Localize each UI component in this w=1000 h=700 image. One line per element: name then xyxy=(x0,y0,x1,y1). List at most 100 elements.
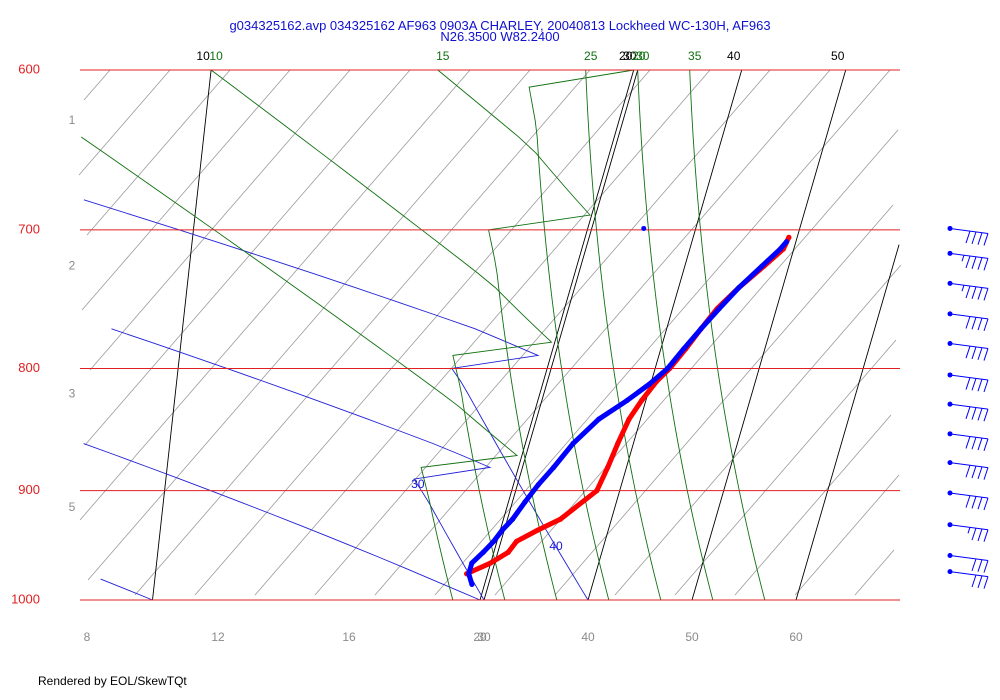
wind-barb-feather xyxy=(983,348,989,361)
wind-barb-feather xyxy=(983,409,989,422)
dewpoint-trace-point xyxy=(698,326,704,332)
moist-adiabat-line xyxy=(210,69,553,601)
wind-barb-feather xyxy=(971,496,977,509)
wind-barb-feather xyxy=(971,437,977,450)
wind-barb-feather xyxy=(983,560,989,573)
wind-barb-half-feather xyxy=(961,285,965,292)
temperature-trace-point xyxy=(605,464,611,470)
wind-barb-feather xyxy=(965,316,971,329)
temperature-tick-label: 12 xyxy=(211,630,225,644)
dry-adiabat-line xyxy=(83,443,481,601)
wind-barb-feather xyxy=(971,231,977,245)
moist-adiabat-label: 35 xyxy=(688,49,702,63)
mixing-ratio-line xyxy=(794,474,900,596)
wind-barb-feather xyxy=(983,467,989,480)
mixing-ratio-line xyxy=(494,129,899,596)
mixing-ratio-line xyxy=(134,69,591,596)
wind-barb-feather xyxy=(965,230,971,244)
wind-barb-feather xyxy=(965,436,971,449)
mixing-ratio-line xyxy=(89,69,351,371)
dewpoint-isolated-point xyxy=(641,225,647,231)
mixing-ratio-line xyxy=(87,69,531,581)
wind-barb-feather xyxy=(971,346,977,360)
wind-barb-feather xyxy=(983,497,989,511)
mixing-ratio-line xyxy=(434,69,891,596)
wind-barb-feather xyxy=(971,378,977,391)
wind-barb-feather xyxy=(977,575,983,588)
dewpoint-trace-point xyxy=(480,549,486,555)
mixing-ratio-line xyxy=(734,414,892,596)
wind-barb-feather xyxy=(983,288,989,301)
wind-barb-feather xyxy=(971,256,977,269)
mixing-ratio-label: 1 xyxy=(69,113,76,127)
temperature-trace-point xyxy=(487,560,494,566)
dry-adiabat-label: 30 xyxy=(411,477,425,491)
mixing-ratio-line xyxy=(83,69,111,101)
dewpoint-trace-point xyxy=(522,499,528,505)
dry-adiabat-line xyxy=(111,328,492,601)
moist-adiabat-label: 25 xyxy=(584,49,598,63)
wind-barb-half-feather xyxy=(967,527,971,534)
footer-credit: Rendered by EOL/SkewTQt xyxy=(38,674,187,688)
dewpoint-trace-point xyxy=(759,263,765,269)
wind-barb-feather xyxy=(977,257,983,270)
temperature-trace-point xyxy=(786,234,792,240)
wind-barb-feather xyxy=(983,438,989,451)
temperature-tick-label: 8 xyxy=(84,630,91,644)
temperature-tick-label: 60 xyxy=(789,630,803,644)
isobar-label: 900 xyxy=(18,482,40,497)
mixing-ratio-line xyxy=(78,69,171,176)
dewpoint-trace-point xyxy=(466,571,472,577)
temperature-trace-point xyxy=(626,416,632,422)
wind-barb-feather xyxy=(977,497,983,510)
wind-barb-feather xyxy=(971,574,977,588)
wind-barb-feather xyxy=(983,233,989,246)
wind-barb-feather xyxy=(971,527,977,541)
chart-subtitle-location: N26.3500 W82.2400 xyxy=(440,29,560,44)
dewpoint-trace-point xyxy=(777,246,783,252)
temperature-tick-label: 50 xyxy=(685,630,699,644)
wind-barb-feather xyxy=(965,346,971,359)
dry-adiabat-line xyxy=(83,199,589,601)
moist-adiabat-label: 30 xyxy=(636,49,650,63)
dewpoint-trace-point xyxy=(736,284,742,291)
dewpoint-trace-point xyxy=(681,346,687,352)
wind-barb-feather xyxy=(977,232,983,245)
moist-adiabat-line xyxy=(585,69,662,601)
mixing-ratio-line xyxy=(614,264,902,596)
isotherm-label: 30 xyxy=(623,49,637,63)
temperature-tick-label: 16 xyxy=(342,630,356,644)
temperature-trace-point xyxy=(505,549,511,555)
isotherm-line xyxy=(691,69,847,601)
mixing-ratio-line xyxy=(374,69,831,596)
wind-barb-feather xyxy=(977,287,983,300)
isobar-label: 700 xyxy=(18,221,40,236)
wind-barb-feather xyxy=(971,407,977,420)
temperature-tick-label: 30 xyxy=(477,630,491,644)
wind-barb-feather xyxy=(977,528,983,542)
moist-adiabat-label: 20 xyxy=(632,49,646,63)
temperature-trace-point xyxy=(557,516,564,522)
isotherm-label: 20 xyxy=(619,49,633,63)
mixing-ratio-line xyxy=(81,69,291,311)
dewpoint-trace-point xyxy=(510,516,516,522)
temperature-trace-point xyxy=(615,440,621,447)
wind-barb-feather xyxy=(965,285,971,299)
dewpoint-trace-point xyxy=(783,239,790,245)
mixing-ratio-line xyxy=(79,69,471,521)
wind-barb-feather xyxy=(983,576,989,589)
mixing-ratio-label: 3 xyxy=(69,386,76,400)
isotherm-label: 10 xyxy=(196,49,210,63)
moist-adiabat-label: 10 xyxy=(209,49,223,63)
wind-barb-feather xyxy=(983,318,989,332)
dewpoint-trace-point xyxy=(716,305,722,312)
isotherm-line xyxy=(795,244,900,601)
dewpoint-trace-point xyxy=(624,397,630,404)
wind-barb-feather xyxy=(965,255,971,269)
temperature-trace-point xyxy=(594,488,600,494)
wind-barb-feather xyxy=(977,347,983,360)
mixing-ratio-line xyxy=(554,204,894,596)
dewpoint-trace-point xyxy=(535,482,541,488)
wind-barb-feather xyxy=(971,317,977,330)
mixing-ratio-line xyxy=(674,339,897,596)
